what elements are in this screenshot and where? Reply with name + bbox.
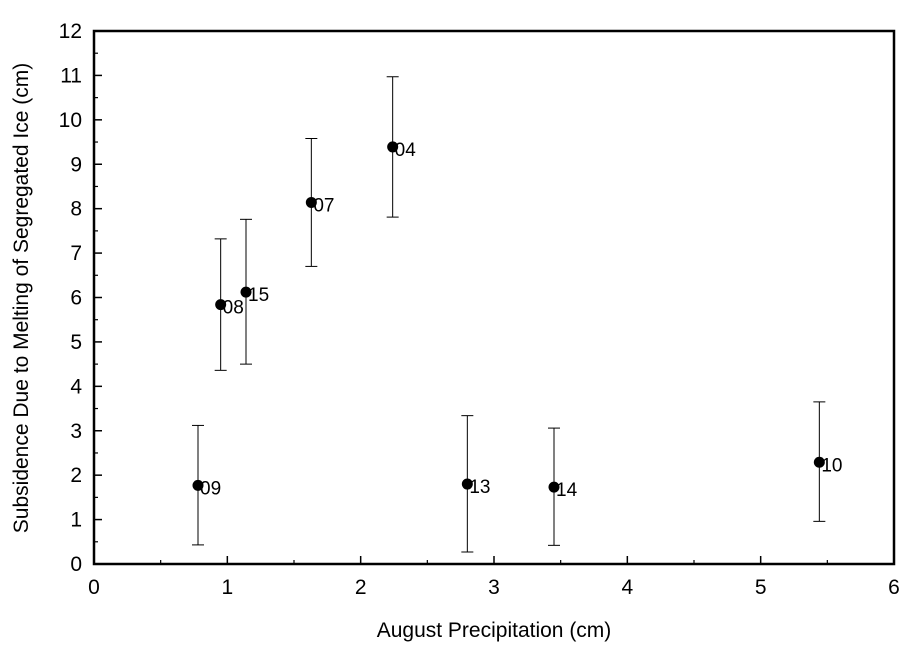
y-tick-label: 6 [70,287,82,310]
point-label: 15 [248,285,269,306]
y-tick-label: 8 [70,198,82,221]
y-axis-title: Subsidence Due to Melting of Segregated … [10,63,33,533]
x-tick-label: 5 [755,576,767,599]
x-tick-label: 3 [488,576,500,599]
point-label: 09 [200,478,221,499]
point-label: 08 [223,298,244,319]
point-label: 14 [556,480,578,501]
data-point [548,481,560,493]
data-point [192,479,204,491]
x-tick-label: 1 [221,576,233,599]
x-axis-title: August Precipitation (cm) [377,619,612,642]
x-tick-label: 2 [355,576,367,599]
x-tick-label: 4 [621,576,633,599]
y-tick-label: 9 [70,153,82,176]
y-tick-label: 1 [70,509,82,532]
x-tick-label: 6 [888,576,900,599]
data-point [813,456,825,468]
y-tick-label: 0 [70,553,82,576]
x-tick-label: 0 [88,576,100,599]
y-tick-label: 5 [70,331,82,354]
point-label: 10 [821,455,842,476]
data-point [387,141,399,153]
y-tick-label: 12 [59,20,82,43]
y-tick-label: 10 [59,109,82,132]
y-tick-label: 2 [70,464,82,487]
point-label: 13 [469,477,490,498]
data-point [305,196,317,208]
y-tick-label: 4 [70,375,82,398]
point-label: 04 [395,140,417,161]
data-point [215,299,227,311]
data-point [240,286,252,298]
y-tick-label: 7 [70,242,82,265]
y-tick-label: 11 [60,64,82,87]
y-tick-label: 3 [70,420,82,443]
point-label: 07 [313,195,334,216]
data-point [461,478,473,490]
